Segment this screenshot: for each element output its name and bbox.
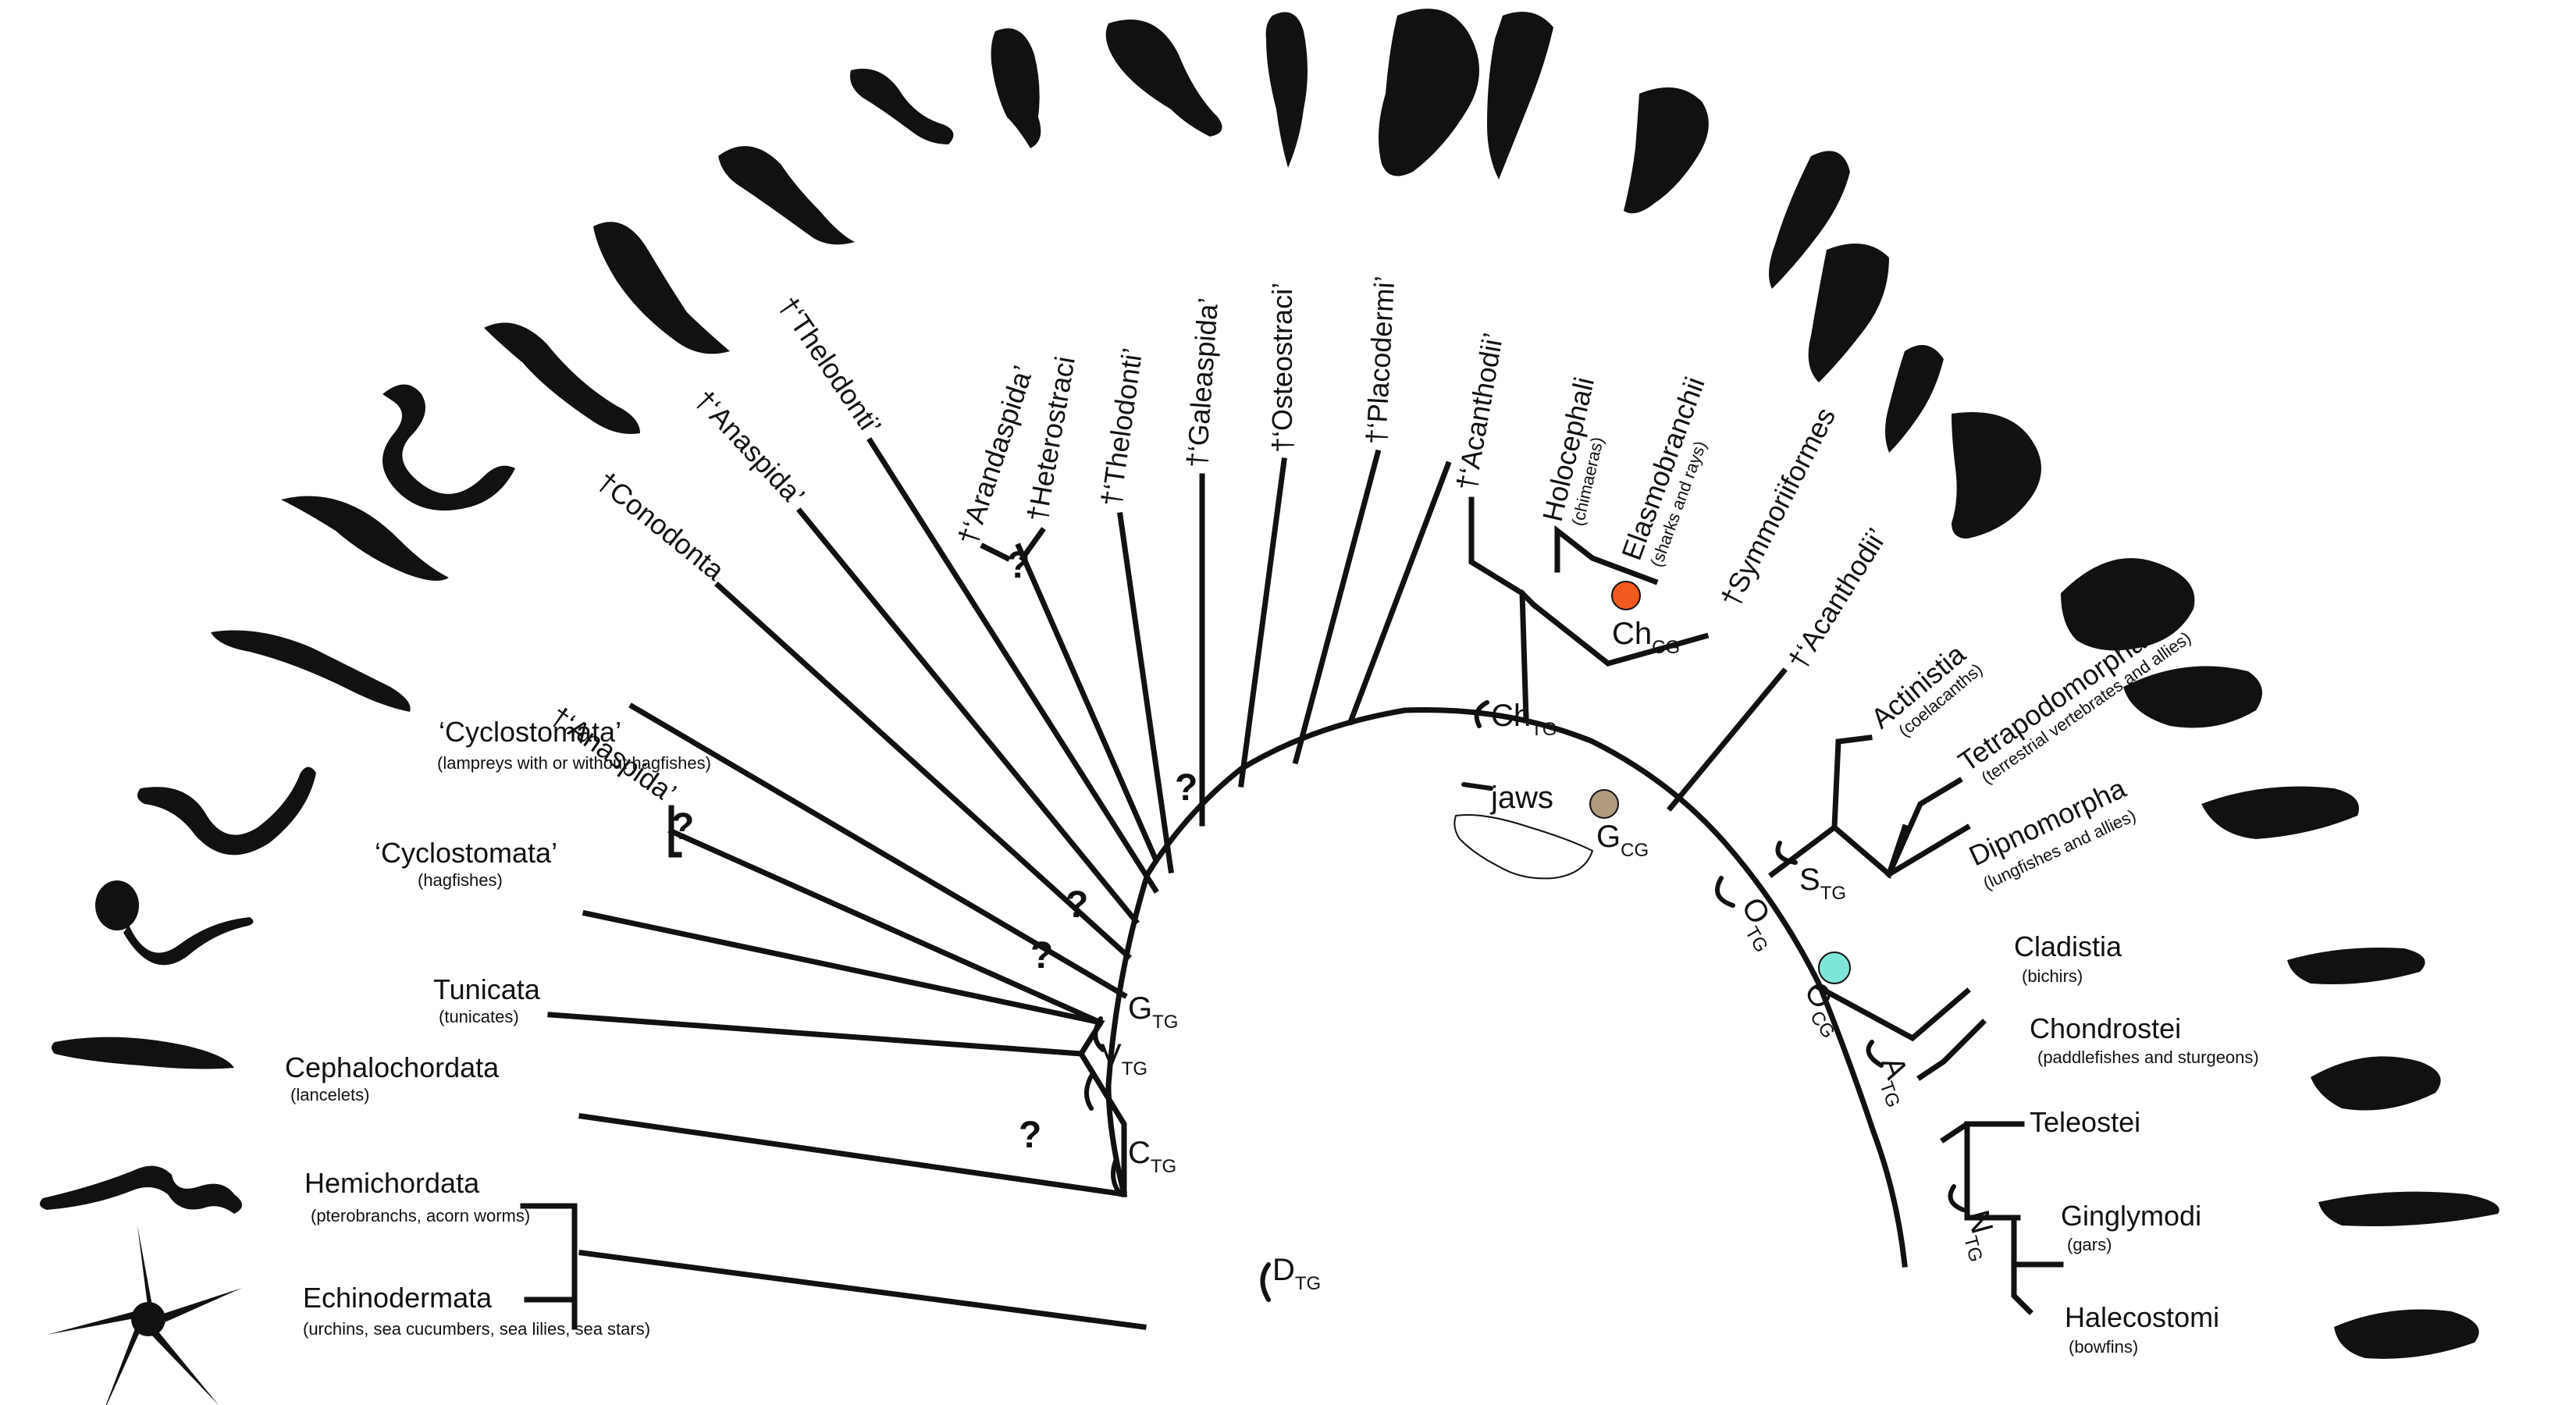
tunicate-larva-icon — [95, 880, 254, 966]
jaw-sketch-icon — [1453, 814, 1594, 880]
coelacanth-icon — [1952, 412, 2041, 539]
taxon-ginglymodi-note: (gars) — [2067, 1235, 2112, 1254]
taxon-halecostomi-note: (bowfins) — [2069, 1337, 2138, 1357]
node-ticks — [1084, 700, 1966, 1302]
taxon-ginglymodi: Ginglymodi — [2061, 1200, 2201, 1232]
arandaspid-icon — [718, 146, 855, 245]
node-label-C: CTG — [1128, 1136, 1176, 1177]
uncertain-marks: ? ? ? ? ? ? — [671, 545, 1197, 1156]
node-label-O-cg: OCG — [1791, 976, 1856, 1042]
taxon-thelodonti-2: †‘Thelodonti’ — [1094, 346, 1148, 508]
node-label-O-tg: OTG — [1728, 892, 1789, 956]
taxon-tunicata: Tunicata — [433, 973, 541, 1005]
taxon-cyclostomata-lamprey: ‘Cyclostomata’ — [439, 716, 621, 748]
node-label-G-cg: GCG — [1596, 820, 1649, 861]
heterostracan-icon — [850, 69, 954, 144]
taxon-acanthodii-1: †‘Acanthodii’ — [1450, 330, 1510, 493]
uncertain-mark: ? — [1030, 935, 1053, 976]
taxon-chondrostei: Chondrostei — [2030, 1012, 2181, 1044]
conodont-icon — [281, 496, 449, 581]
hagfish-icon — [137, 767, 316, 855]
tetrapodomorph-icon — [2061, 558, 2195, 651]
taxon-symmoriiformes: †Symmoriiformes — [1714, 402, 1842, 611]
acanthodian-2-icon — [1885, 345, 1944, 453]
taxon-cyclostomata-hagfish-note: (hagfishes) — [418, 870, 503, 890]
taxon-osteostraci: †‘Osteostraci’ — [1266, 283, 1298, 453]
taxon-acanthodii-2: †‘Acanthodii’ — [1781, 522, 1893, 674]
node-label-Ch-cg: ChCG — [1612, 617, 1680, 658]
taxon-conodonta: †Conodonta — [592, 465, 731, 587]
lancelet-icon — [52, 1037, 234, 1069]
teleost-icon — [2311, 1056, 2441, 1111]
bichir-icon — [2201, 786, 2359, 839]
node-label-V: VTG — [1101, 1038, 1147, 1080]
shark-icon — [1769, 151, 1850, 289]
node-label-Ch-tg: ChTG — [1491, 699, 1557, 740]
placoderm-icon — [1379, 9, 1479, 176]
taxon-cephalochordata: Cephalochordata — [285, 1051, 500, 1083]
taxon-echinodermata: Echinodermata — [303, 1282, 493, 1314]
chimaera-icon — [1624, 87, 1709, 214]
osteostracan-icon — [1265, 12, 1308, 168]
acorn-worm-icon — [40, 1165, 242, 1214]
taxon-tunicata-note: (tunicates) — [439, 1007, 519, 1026]
osteichthyan-node-dot — [1818, 951, 1851, 984]
taxon-hemichordata: Hemichordata — [304, 1167, 480, 1199]
taxon-cladistia: Cladistia — [2014, 930, 2122, 962]
node-label-jaws: jaws — [1490, 781, 1553, 815]
chondrichthyan-node-dot — [1611, 581, 1641, 610]
taxon-cyclostomata-hagfish: ‘Cyclostomata’ — [375, 837, 557, 869]
uncertain-mark: ? — [671, 806, 694, 848]
taxon-halecostomi: Halecostomi — [2065, 1301, 2219, 1333]
taxon-anaspida-2: †‘Anaspida’ — [688, 383, 811, 511]
thelodont-2-icon — [991, 28, 1041, 148]
acanthodian-icon — [1487, 12, 1553, 180]
galeaspid-icon — [1105, 20, 1222, 137]
taxon-cyclostomata-lamprey-note: (lampreys with or without hagfishes) — [437, 753, 711, 773]
node-label-S-tg: STG — [1799, 863, 1846, 904]
node-dots — [1589, 581, 1851, 984]
uncertain-mark: ? — [1066, 884, 1088, 926]
taxon-hemichordata-note: (pterobranchs, acorn worms) — [311, 1206, 530, 1225]
taxon-galeaspida: †‘Galeaspida’ — [1180, 297, 1224, 468]
taxon-cladistia-note: (bichirs) — [2022, 966, 2083, 986]
gnathostome-node-dot — [1589, 789, 1619, 819]
uncertain-mark: ? — [1175, 767, 1197, 809]
uncertain-mark: ? — [1019, 1115, 1041, 1156]
tree-branches — [520, 437, 2064, 1330]
bowfin-icon — [2334, 1309, 2479, 1359]
lungfish-icon — [2123, 666, 2262, 728]
silhouette-ring — [40, 9, 2500, 1405]
taxon-cephalochordata-note: (lancelets) — [290, 1085, 369, 1104]
taxon-teleostei: Teleostei — [2030, 1106, 2140, 1138]
uncertain-mark: ? — [1007, 545, 1030, 586]
gar-icon — [2318, 1191, 2500, 1226]
taxon-placodermi: †‘Placodermi’ — [1360, 275, 1400, 445]
taxon-thelodonti-1: †‘Thelodonti’ — [772, 290, 888, 440]
taxon-chondrostei-note: (paddlefishes and sturgeons) — [2037, 1048, 2259, 1067]
taxon-tetrapodomorpha: Tetrapodomorpha — [1952, 625, 2151, 778]
taxon-echinodermata-note: (urchins, sea cucumbers, sea lilies, sea… — [303, 1319, 650, 1339]
anaspid-2-icon — [484, 322, 640, 434]
node-label-D: DTG — [1272, 1253, 1321, 1294]
sea-star-icon — [47, 1225, 242, 1405]
sturgeon-icon — [2287, 948, 2425, 984]
anaspid-icon — [382, 384, 515, 511]
lamprey-icon — [211, 630, 411, 712]
thelodont-icon — [593, 222, 730, 354]
node-label-G-tg: GTG — [1128, 991, 1178, 1033]
symmoriiform-icon — [1808, 244, 1889, 382]
node-labels: DTG CTG VTG GTG ChTG jaws GCG ChCG OTG O… — [1101, 617, 1999, 1294]
taxon-arandaspida: †‘Arandaspida’ — [952, 361, 1040, 548]
